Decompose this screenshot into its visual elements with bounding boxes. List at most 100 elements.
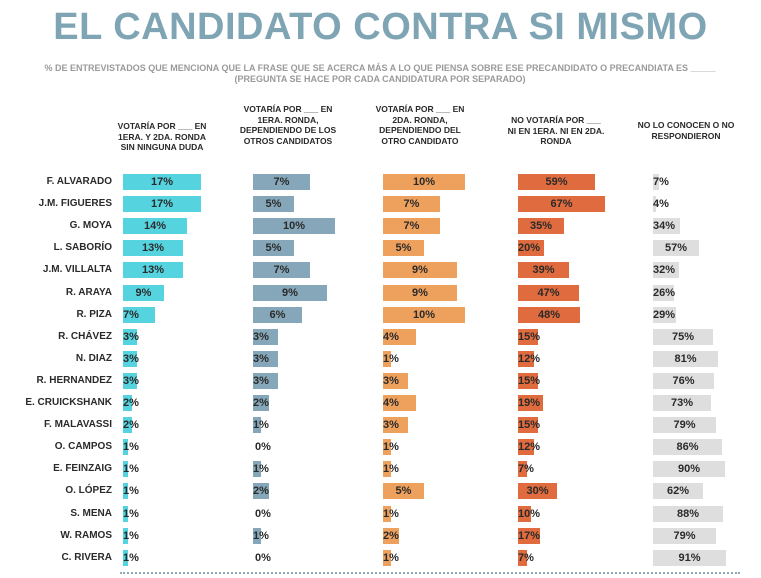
data-label: 79% (673, 529, 696, 542)
data-label: 9% (412, 286, 428, 299)
bar (123, 527, 128, 544)
bar (123, 306, 155, 323)
data-label: 81% (674, 352, 697, 365)
bar (123, 395, 132, 411)
row-label: J.M. VILLALTA (42, 264, 112, 276)
row-label: O. LÓPEZ (65, 485, 112, 497)
bar (518, 483, 557, 500)
bar (653, 417, 716, 434)
bar (383, 262, 457, 279)
data-label: 2% (253, 485, 269, 498)
bar (383, 240, 424, 257)
bar (123, 350, 137, 367)
bar (383, 218, 440, 235)
data-label: 1% (253, 529, 269, 542)
data-label: 7% (403, 220, 420, 233)
bar (253, 196, 294, 213)
bar (653, 439, 722, 456)
bar (383, 417, 408, 434)
row-label: W. RAMOS (60, 529, 112, 541)
row-label: S. MENA (70, 507, 112, 519)
bar (383, 328, 416, 345)
bar (123, 174, 201, 190)
row-label: E. FEINZAIG (53, 463, 112, 475)
data-label: 19% (518, 397, 541, 409)
data-label: 13% (141, 264, 165, 277)
bar (383, 527, 399, 544)
data-label: 91% (678, 551, 701, 564)
bar (383, 174, 465, 190)
bar (123, 505, 128, 522)
data-label: 2% (383, 529, 399, 542)
bar (383, 395, 416, 411)
data-label: 79% (673, 419, 696, 432)
data-label: 3% (123, 352, 139, 365)
data-label: 32% (653, 264, 676, 277)
bar (383, 372, 408, 389)
bar (383, 483, 424, 500)
data-label: 34% (653, 220, 676, 233)
row-label: R. ARAYA (65, 286, 112, 298)
data-label: 3% (123, 330, 139, 343)
bar (253, 372, 278, 389)
data-label: 10% (412, 308, 436, 321)
data-label: 1% (383, 507, 399, 520)
data-label: 1% (123, 529, 139, 542)
data-label: 7% (273, 176, 290, 188)
data-label: 3% (253, 374, 269, 387)
bar (383, 306, 465, 323)
row-label: F. ALVARADO (46, 176, 112, 187)
data-label: 5% (265, 242, 282, 255)
data-label: 1% (123, 485, 139, 498)
data-label: 2% (123, 419, 139, 432)
column-header-2: VOTARÍA POR ___ EN 1ERA. RONDA, DEPENDIE… (239, 104, 337, 146)
bar (253, 461, 261, 478)
bar (123, 284, 164, 301)
bar (518, 350, 534, 367)
bar (253, 218, 335, 235)
row-label: L. SABORÍO (53, 242, 112, 254)
bar (123, 262, 183, 279)
data-label: 2% (123, 397, 139, 409)
bar (518, 218, 564, 235)
data-label: 1% (123, 463, 139, 476)
data-label: 75% (671, 330, 695, 343)
bar (123, 196, 201, 213)
data-label: 1% (383, 551, 399, 564)
data-label: 3% (253, 352, 269, 365)
bar (383, 284, 457, 301)
bar (383, 350, 391, 367)
data-label: 10% (412, 176, 436, 188)
row-label: E. CRUICKSHANK (25, 397, 112, 408)
data-label: 7% (403, 198, 420, 211)
bar (253, 395, 269, 411)
bar (653, 284, 674, 301)
data-label: 15% (518, 374, 541, 387)
bar (518, 372, 538, 389)
page-title: EL CANDIDATO CONTRA SI MISMO (53, 6, 708, 48)
bar (653, 262, 679, 279)
data-label: 7% (123, 308, 139, 321)
row-label: R. CHÁVEZ (58, 330, 112, 342)
column-header-4: NO VOTARÍA POR ___ NI EN 1ERA. NI EN 2DA… (507, 115, 605, 146)
data-label: 12% (518, 441, 541, 454)
data-label: 26% (653, 286, 676, 299)
data-label: 14% (143, 220, 167, 233)
bar (653, 461, 725, 478)
bar (123, 549, 128, 566)
bar (518, 549, 527, 566)
bar (653, 328, 713, 345)
data-label: 7% (273, 264, 290, 277)
data-label: 5% (395, 485, 412, 498)
data-label: 0% (255, 551, 271, 564)
row-label: O. CAMPOS (54, 441, 112, 453)
data-label: 1% (123, 441, 139, 454)
data-label: 5% (395, 242, 412, 255)
bar (518, 439, 534, 456)
bar (383, 439, 391, 456)
data-label: 0% (255, 507, 271, 520)
bar (253, 527, 261, 544)
bar (253, 284, 327, 301)
data-label: 76% (672, 374, 695, 387)
bar (653, 395, 711, 411)
